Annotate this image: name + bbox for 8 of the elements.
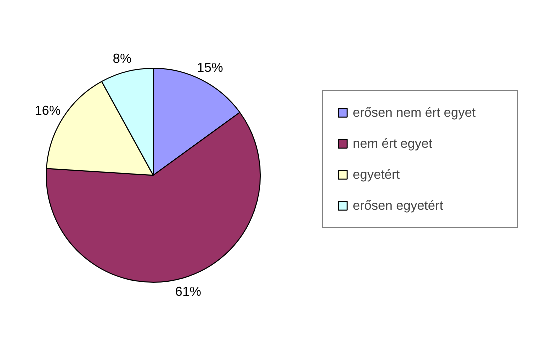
legend-label: egyetért (353, 167, 401, 182)
data-label: 16% (34, 103, 62, 118)
legend-label: nem ért egyet (353, 136, 434, 151)
data-label: 8% (113, 50, 132, 66)
data-label: 61% (175, 284, 202, 300)
legend-label: erősen egyetért (353, 198, 444, 213)
legend-label: erősen nem ért egyet (353, 105, 477, 120)
data-label: 15% (197, 60, 224, 76)
